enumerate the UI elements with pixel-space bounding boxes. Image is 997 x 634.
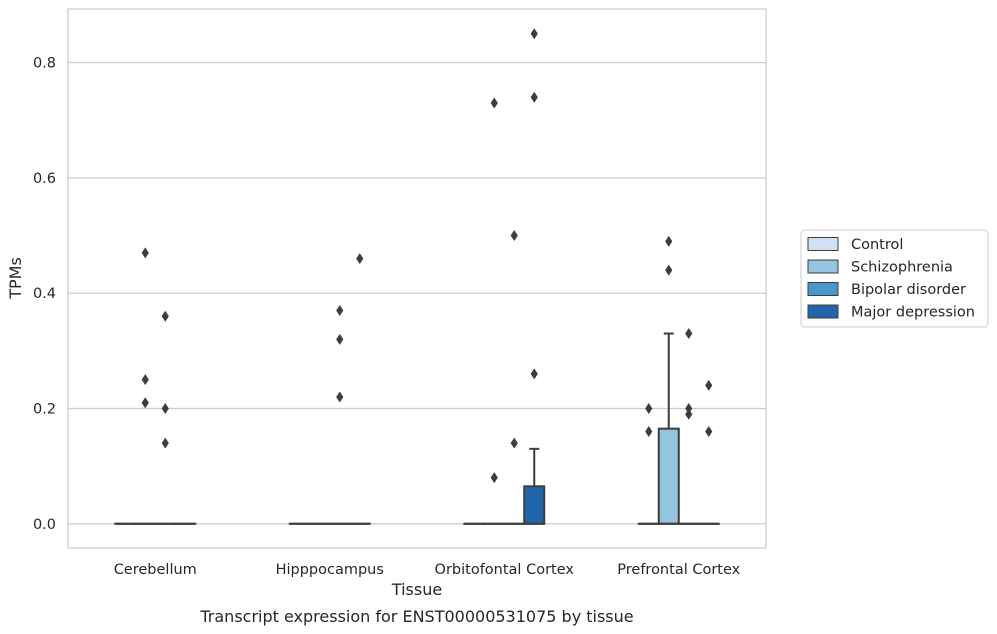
x-tick-label: Hipppocampus bbox=[276, 562, 384, 578]
legend-frame bbox=[800, 229, 989, 328]
y-tick-label: 0.0 bbox=[33, 517, 56, 533]
outlier-points bbox=[141, 28, 713, 484]
box-prefrontal-cortex-schizophrenia bbox=[657, 332, 680, 525]
y-tick-label: 0.6 bbox=[33, 171, 56, 187]
outlier-marker bbox=[665, 235, 673, 247]
chart-caption: Transcript expression for ENST0000053107… bbox=[199, 607, 633, 626]
outlier-marker bbox=[356, 253, 364, 265]
legend-label-control: Control bbox=[851, 237, 903, 253]
outlier-marker bbox=[336, 391, 344, 403]
legend-swatch-control bbox=[807, 237, 839, 251]
legend-label-bipolar-disorder: Bipolar disorder bbox=[851, 282, 966, 298]
outlier-marker bbox=[665, 264, 673, 276]
outlier-marker bbox=[510, 230, 518, 242]
legend-swatch-major-depression bbox=[807, 304, 839, 319]
outlier-marker bbox=[530, 91, 538, 103]
box-body bbox=[657, 427, 680, 525]
box-series bbox=[114, 332, 720, 525]
y-tick-label: 0.2 bbox=[33, 401, 56, 417]
outlier-marker bbox=[161, 437, 169, 449]
plot-area-frame bbox=[67, 8, 767, 549]
outlier-marker bbox=[161, 402, 169, 414]
outlier-marker bbox=[510, 437, 518, 449]
legend-label-schizophrenia: Schizophrenia bbox=[851, 260, 953, 276]
box-orbitofontal-cortex-major-depression bbox=[523, 447, 546, 525]
outlier-marker bbox=[141, 247, 149, 259]
outlier-marker bbox=[645, 402, 653, 414]
x-tick-label: Cerebellum bbox=[114, 562, 197, 578]
y-tick-label: 0.4 bbox=[33, 286, 56, 302]
legend-swatch-schizophrenia bbox=[807, 259, 839, 274]
x-tick-label: Prefrontal Cortex bbox=[617, 562, 740, 578]
outlier-marker bbox=[645, 426, 653, 438]
box-body bbox=[523, 485, 546, 525]
outlier-marker bbox=[530, 28, 538, 40]
outlier-marker bbox=[161, 310, 169, 322]
x-axis-ticks: Cerebellum Hipppocampus Orbitofontal Corte… bbox=[114, 562, 741, 578]
legend: Control Schizophrenia Bipolar disorder Majo… bbox=[800, 229, 989, 328]
outlier-marker bbox=[490, 97, 498, 109]
outlier-marker bbox=[530, 368, 538, 380]
outlier-marker bbox=[685, 402, 693, 414]
y-axis-label: TPMs bbox=[6, 257, 25, 300]
outlier-marker bbox=[336, 304, 344, 316]
y-axis-ticks: 0.0 0.2 0.4 0.6 0.8 bbox=[33, 56, 56, 533]
outlier-marker bbox=[336, 333, 344, 345]
outlier-marker bbox=[685, 408, 693, 420]
y-tick-label: 0.8 bbox=[33, 56, 56, 72]
x-axis-label: Tissue bbox=[391, 580, 442, 599]
outlier-marker bbox=[685, 328, 693, 340]
x-tick-label: Orbitofontal Cortex bbox=[435, 562, 575, 578]
legend-label-major-depression: Major depression bbox=[851, 305, 975, 321]
outlier-marker bbox=[141, 374, 149, 386]
outlier-marker bbox=[705, 426, 713, 438]
outlier-marker bbox=[141, 397, 149, 409]
legend-swatch-bipolar-disorder bbox=[807, 282, 839, 296]
outlier-marker bbox=[705, 379, 713, 391]
outlier-marker bbox=[490, 472, 498, 484]
